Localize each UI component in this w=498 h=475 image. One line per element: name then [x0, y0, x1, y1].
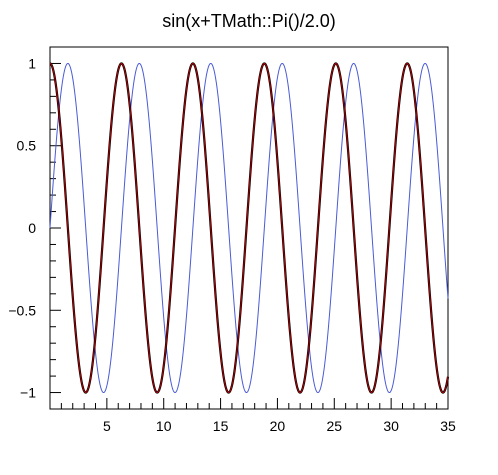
x-tick-label: 35: [440, 418, 456, 434]
x-tick-label: 10: [156, 418, 172, 434]
x-tick-labels: 5 10 15 20 25 30 35: [103, 418, 456, 434]
x-tick-label: 20: [270, 418, 286, 434]
x-tick-label: 30: [383, 418, 399, 434]
y-tick-label: 0.5: [17, 138, 37, 154]
x-tick-label: 5: [103, 418, 111, 434]
curves: [49, 62, 450, 394]
y-tick-label: −1: [20, 385, 36, 401]
series-line-sin: [49, 62, 449, 394]
series-line-shifted-red: [49, 62, 449, 394]
y-tick-label: 0: [28, 220, 36, 236]
x-tick-label: 25: [326, 418, 342, 434]
y-tick-label: −0.5: [8, 302, 36, 318]
axis-ticks: [50, 46, 449, 410]
chart-title: sin(x+TMath::Pi()/2.0): [162, 11, 336, 31]
y-tick-label: 1: [28, 55, 36, 71]
y-tick-labels: 1 0.5 0 −0.5 −1: [8, 55, 36, 400]
series-line-shifted-black: [49, 62, 450, 394]
x-tick-label: 15: [213, 418, 229, 434]
